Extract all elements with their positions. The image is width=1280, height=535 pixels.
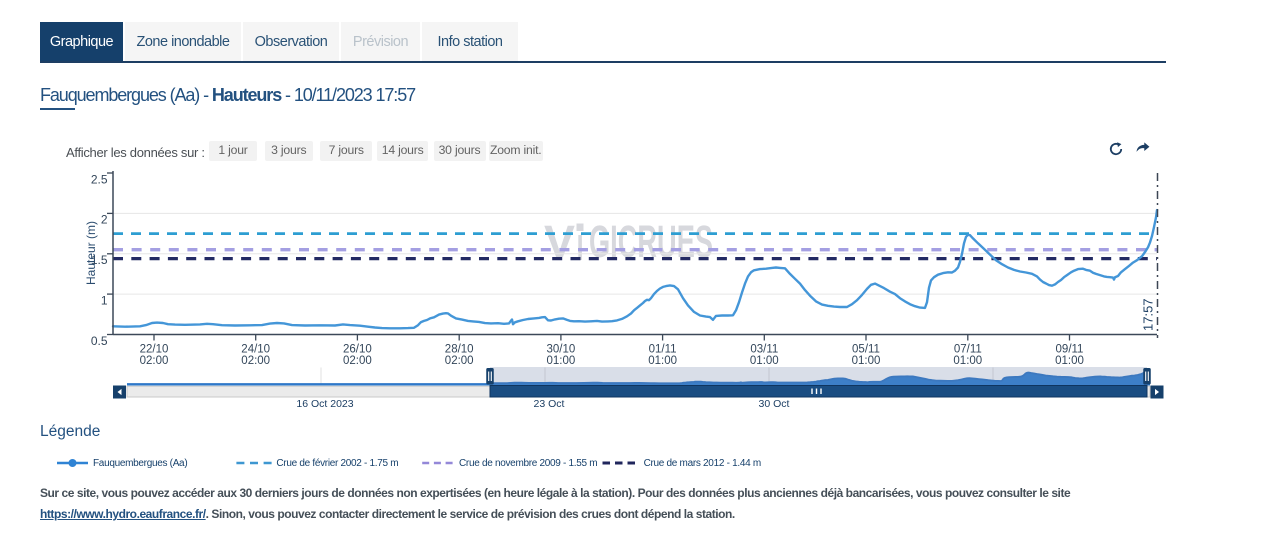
svg-text:17:57: 17:57 bbox=[1141, 298, 1156, 331]
svg-text:03/11: 03/11 bbox=[750, 344, 778, 356]
svg-text:Hauteur (m): Hauteur (m) bbox=[84, 221, 98, 285]
svg-text:05/11: 05/11 bbox=[852, 344, 880, 356]
svg-text:2.5: 2.5 bbox=[91, 172, 108, 186]
svg-text:01:00: 01:00 bbox=[953, 355, 982, 367]
svg-text:01:00: 01:00 bbox=[648, 355, 677, 367]
svg-text:30/10: 30/10 bbox=[547, 344, 576, 356]
svg-text:2: 2 bbox=[101, 213, 108, 227]
svg-text:28/10: 28/10 bbox=[445, 344, 474, 356]
svg-text:30 Oct: 30 Oct bbox=[759, 398, 790, 410]
svg-text:01:00: 01:00 bbox=[852, 355, 881, 367]
svg-text:09/11: 09/11 bbox=[1056, 344, 1084, 356]
svg-text:02:00: 02:00 bbox=[445, 355, 474, 367]
svg-text:01:00: 01:00 bbox=[1055, 355, 1084, 367]
svg-text:1: 1 bbox=[101, 293, 108, 307]
svg-text:02:00: 02:00 bbox=[343, 355, 372, 367]
svg-text:22/10: 22/10 bbox=[140, 344, 169, 356]
svg-text:24/10: 24/10 bbox=[241, 344, 270, 356]
svg-text:16 Oct 2023: 16 Oct 2023 bbox=[296, 398, 353, 410]
svg-text:02:00: 02:00 bbox=[140, 355, 169, 367]
svg-text:01:00: 01:00 bbox=[750, 355, 779, 367]
svg-text:02:00: 02:00 bbox=[241, 355, 270, 367]
svg-text:07/11: 07/11 bbox=[954, 344, 982, 356]
svg-text:01/11: 01/11 bbox=[649, 344, 677, 356]
svg-text:0.5: 0.5 bbox=[91, 334, 108, 348]
svg-text:1.5: 1.5 bbox=[91, 253, 108, 267]
svg-text:26/10: 26/10 bbox=[343, 344, 372, 356]
svg-text:01:00: 01:00 bbox=[547, 355, 576, 367]
svg-text:23 Oct: 23 Oct bbox=[534, 398, 565, 410]
